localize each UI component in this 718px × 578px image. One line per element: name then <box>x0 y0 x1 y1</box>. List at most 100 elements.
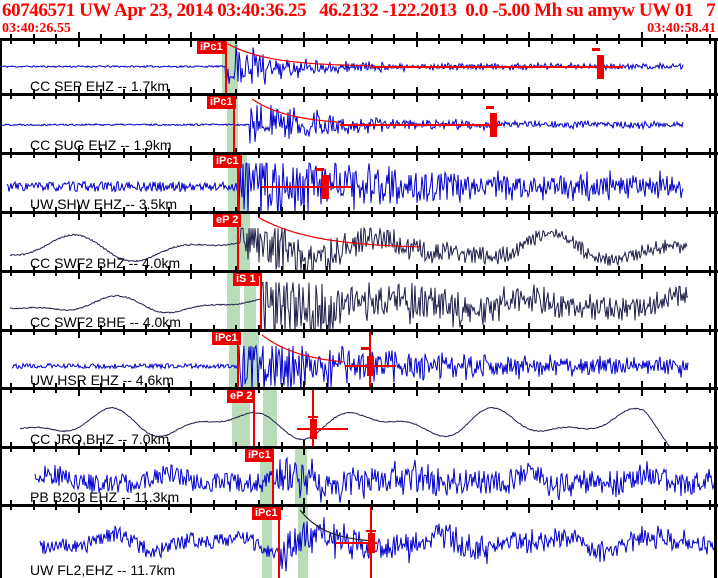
timeline-tick <box>257 148 260 158</box>
timeline-tick <box>663 34 666 44</box>
timeline-tick <box>663 207 666 217</box>
timeline-tick <box>100 383 103 393</box>
coda-decay-curve <box>251 98 340 123</box>
coda-dash-marker <box>592 47 600 51</box>
timeline-tick <box>348 266 351 276</box>
waveform-trace[interactable] <box>0 330 718 388</box>
timeline-tick <box>708 266 711 276</box>
coda-amplitude-bar[interactable] <box>367 355 374 376</box>
timeline-tick <box>212 34 215 44</box>
row-divider <box>0 93 718 96</box>
timeline-tick <box>708 383 711 393</box>
waveform-plot-area[interactable]: iPc1 CC SEP EHZ -- 1.7km iPc1 CC SUG EHZ --… <box>0 31 718 578</box>
row-divider <box>0 387 718 390</box>
timeline-tick <box>415 322 418 338</box>
row-divider <box>0 446 718 449</box>
station-label: CC SWF2 BHE -- 4.0km <box>30 314 181 330</box>
waveform-trace[interactable] <box>0 505 718 578</box>
timeline-tick <box>618 89 621 99</box>
phase-pick-line[interactable] <box>237 214 239 271</box>
timeline-tick <box>167 148 170 158</box>
timeline-tick <box>528 145 531 161</box>
timeline-tick <box>190 497 193 513</box>
timeline-tick <box>32 207 35 217</box>
timeline-tick <box>595 89 598 99</box>
timeline-tick <box>618 383 621 393</box>
timeline-tick <box>55 266 58 276</box>
timeline-tick <box>77 145 80 161</box>
timeline-tick <box>257 34 260 44</box>
timeline-tick <box>393 500 396 510</box>
phase-pick-line[interactable] <box>237 155 239 212</box>
phase-pick-flag[interactable]: iS 1 <box>233 273 259 286</box>
phase-pick-line[interactable] <box>278 507 280 578</box>
coda-amplitude-bar[interactable] <box>322 174 329 199</box>
timeline-tick <box>573 442 576 452</box>
timeline-tick <box>618 266 621 276</box>
timeline-tick <box>55 34 58 44</box>
trace-row[interactable]: iPc1 PB B203 EHZ -- 11.3km <box>0 447 718 505</box>
timeline-tick <box>505 500 508 510</box>
trace-row[interactable]: iPc1 UW SHW EHZ -- 3.5km <box>0 153 718 212</box>
phase-pick-flag[interactable]: eP 2 <box>227 390 256 403</box>
timeline-tick <box>460 34 463 44</box>
trace-row[interactable]: eP 2 CC SWF2 BHZ -- 4.0km <box>0 212 718 271</box>
timeline-tick <box>370 383 373 393</box>
phase-pick-flag[interactable]: iPc1 <box>252 507 281 520</box>
phase-pick-flag[interactable]: iPc1 <box>207 96 236 109</box>
timeline-tick <box>370 442 373 452</box>
timeline-tick <box>55 207 58 217</box>
phase-pick-flag[interactable]: iPc1 <box>213 155 242 168</box>
trace-row[interactable]: iPc1 UW HSR EHZ -- 4.6km <box>0 330 718 388</box>
timeline-tick <box>686 383 688 393</box>
phase-pick-line[interactable] <box>260 273 262 330</box>
timeline-tick <box>325 383 328 393</box>
timeline-tick <box>100 148 103 158</box>
phase-pick-flag[interactable]: iPc1 <box>212 332 241 345</box>
timeline-tick <box>505 148 508 158</box>
coda-amplitude-bar[interactable] <box>310 419 317 440</box>
waveform-trace[interactable] <box>0 153 718 212</box>
pick-uncertainty-band <box>227 94 238 153</box>
phase-pick-line[interactable] <box>225 41 227 94</box>
coda-amplitude-bar[interactable] <box>368 532 375 553</box>
row-divider <box>0 270 718 273</box>
phase-pick-flag[interactable]: iPc1 <box>197 41 226 54</box>
coda-amplitude-bar[interactable] <box>597 54 604 79</box>
timeline-tick <box>415 263 418 279</box>
timeline-tick <box>303 263 305 279</box>
trace-row[interactable]: iS 1 CC SWF2 BHE -- 4.0km <box>0 271 718 330</box>
timeline-tick <box>235 266 238 276</box>
waveform-trace[interactable] <box>0 388 718 447</box>
phase-pick-flag[interactable]: eP 2 <box>213 214 242 227</box>
timeline-tick <box>348 89 351 99</box>
waveform-trace[interactable] <box>0 212 718 271</box>
coda-amplitude-bar[interactable] <box>490 112 497 137</box>
trace-row[interactable]: eP 2 CC JRO,BHZ -- 7.0km <box>0 388 718 447</box>
timeline-tick <box>663 89 666 99</box>
timeline-tick <box>595 148 598 158</box>
timeline-tick <box>595 266 598 276</box>
trace-row[interactable]: iPc1 UW FL2,EHZ -- 11.7km <box>0 505 718 578</box>
timeline-tick <box>640 263 643 279</box>
trace-row[interactable]: iPc1 CC SUG EHZ -- 1.9km <box>0 94 718 153</box>
timeline-tick <box>55 325 58 335</box>
timeline-tick <box>122 34 125 44</box>
waveform-trace[interactable] <box>0 271 718 330</box>
timeline-tick <box>145 266 148 276</box>
timeline-tick <box>325 148 328 158</box>
phase-pick-line[interactable] <box>237 332 239 388</box>
timeline-tick <box>122 442 125 452</box>
time-window-bar: 03:40:26.55 03:40:58.41 <box>0 21 718 38</box>
timeline-tick <box>573 148 576 158</box>
timeline-tick <box>280 89 283 99</box>
phase-pick-line[interactable] <box>253 390 255 447</box>
waveform-trace[interactable] <box>0 447 718 505</box>
timeline-tick <box>303 145 305 161</box>
trace-row[interactable]: iPc1 CC SEP EHZ -- 1.7km <box>0 39 718 94</box>
phase-pick-flag[interactable]: iPc1 <box>245 449 274 462</box>
phase-pick-line[interactable] <box>233 96 235 153</box>
phase-pick-line[interactable] <box>272 449 274 505</box>
timeline-tick <box>505 325 508 335</box>
timeline-tick <box>348 442 351 452</box>
